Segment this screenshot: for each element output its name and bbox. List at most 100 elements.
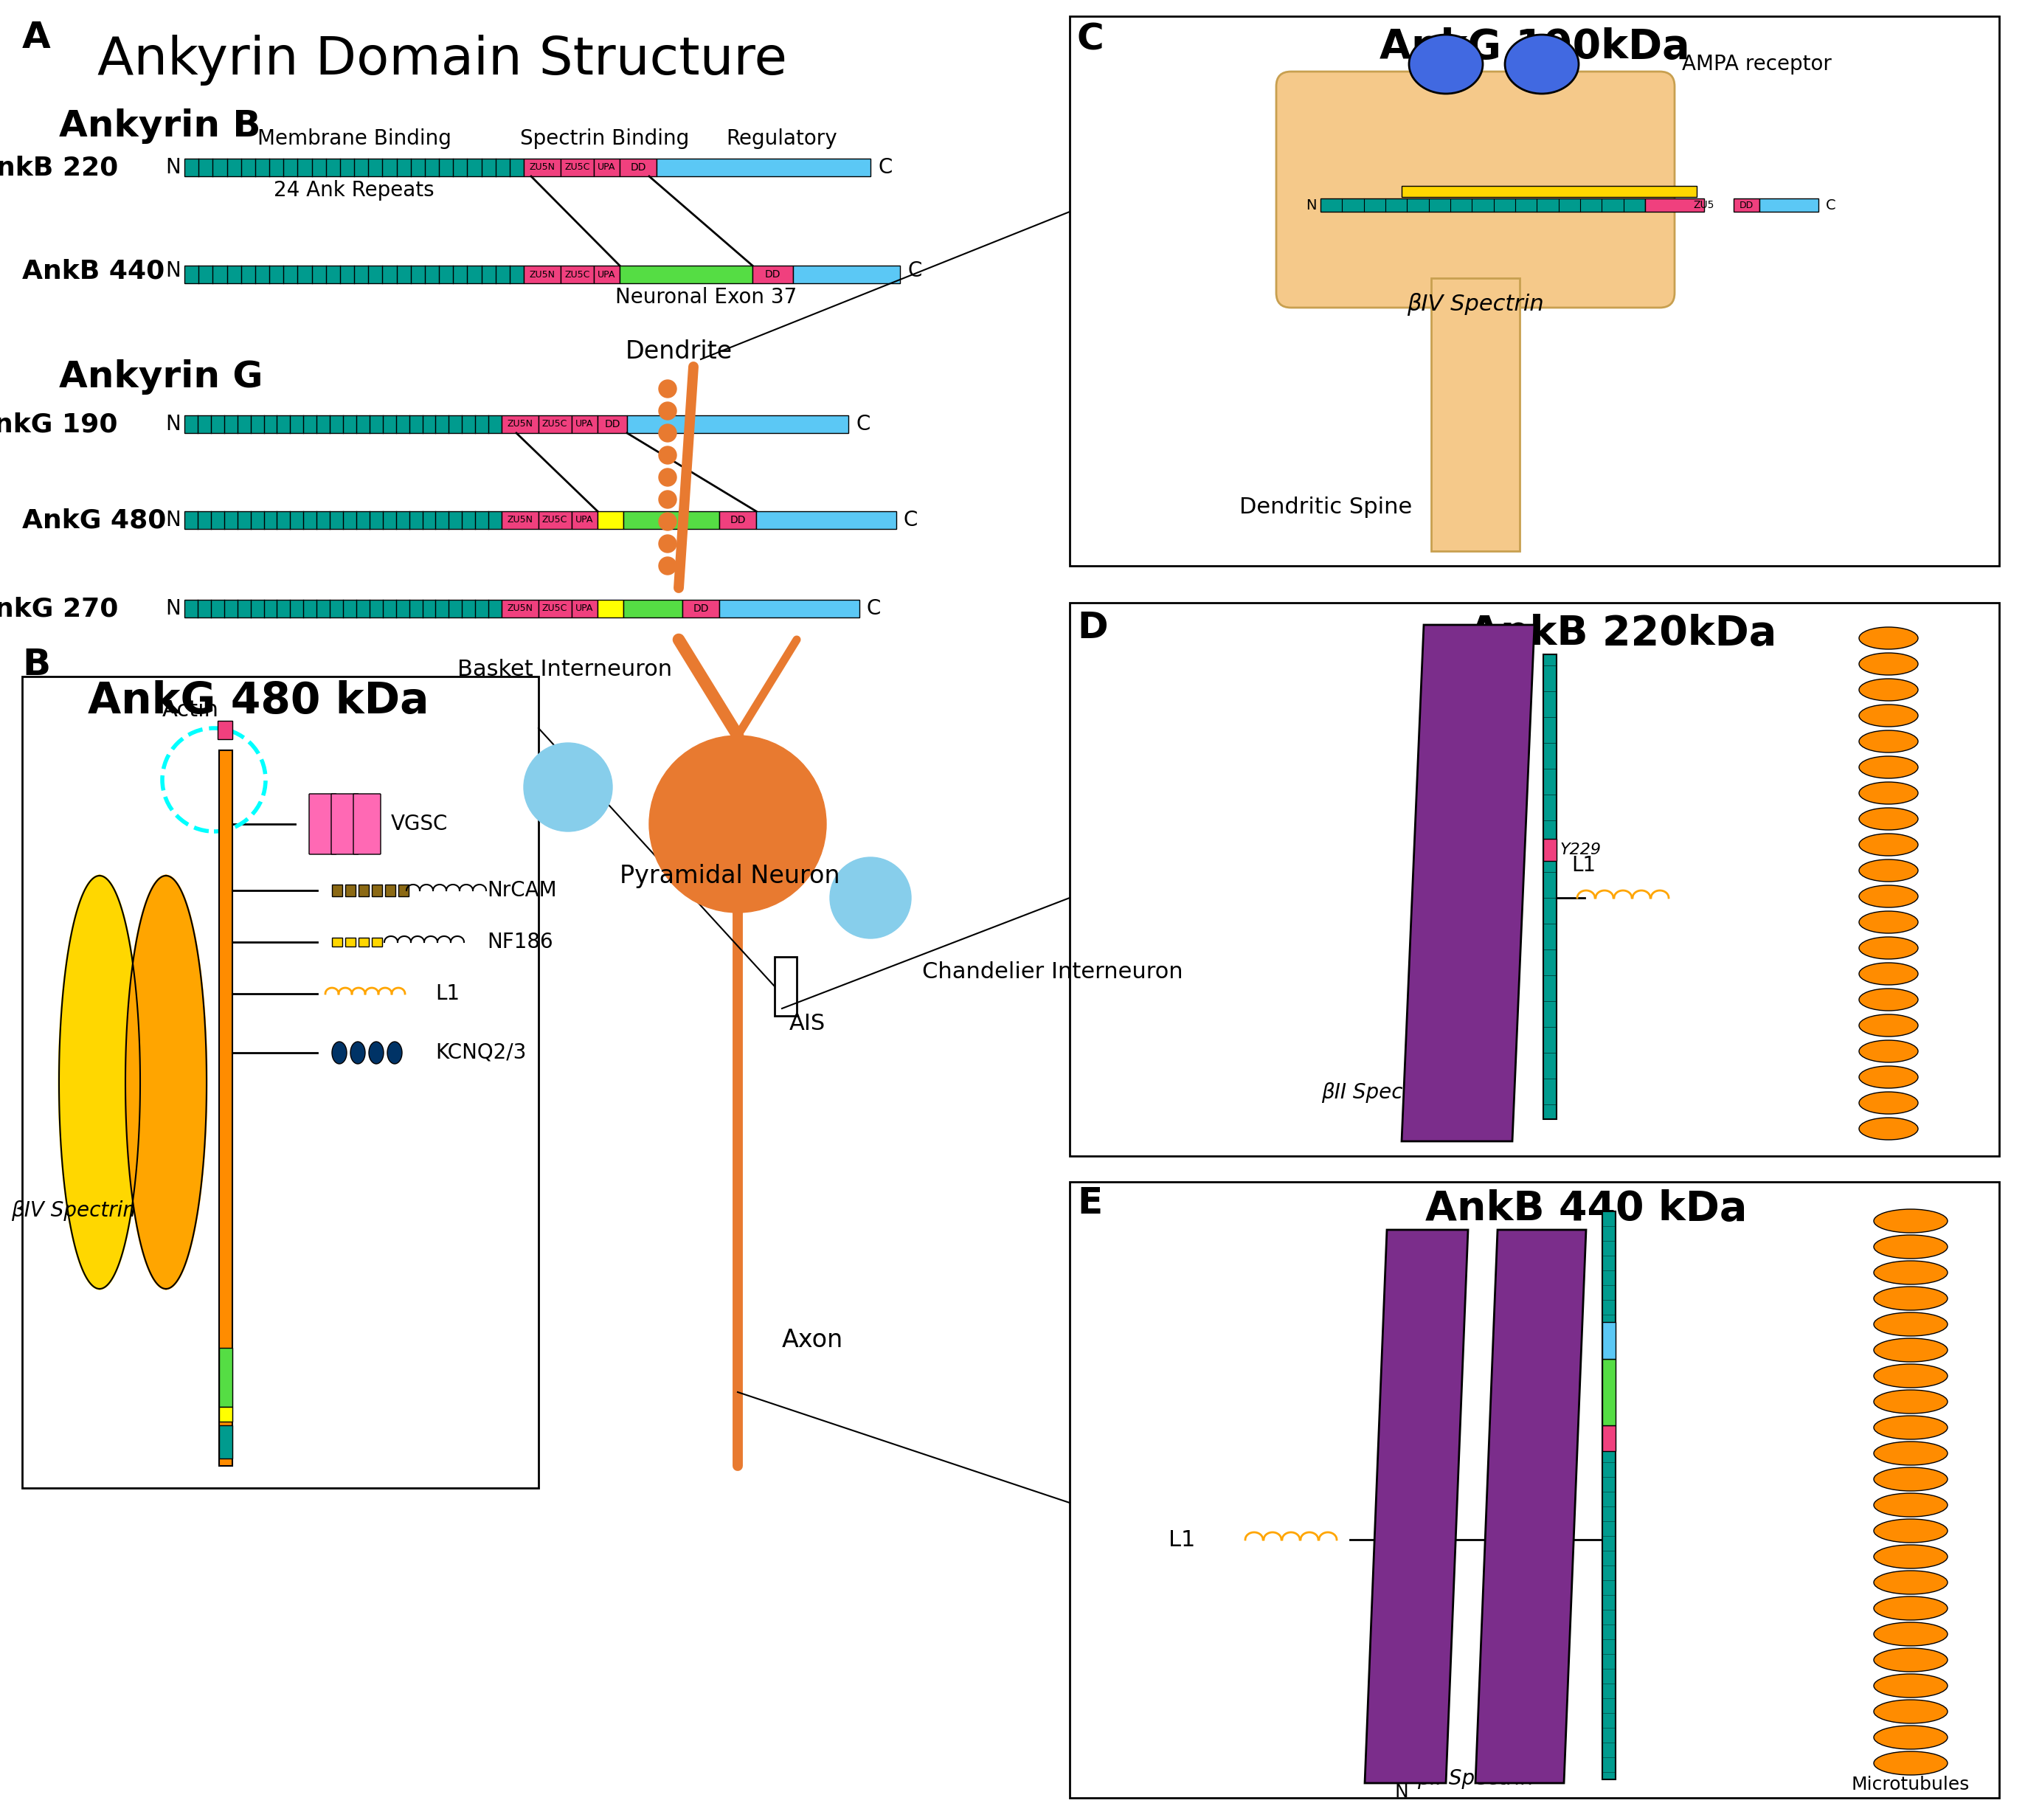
Ellipse shape xyxy=(1859,988,1918,1010)
Polygon shape xyxy=(126,875,166,1289)
Text: 24 Ank Repeats: 24 Ank Repeats xyxy=(273,180,435,200)
Ellipse shape xyxy=(1859,653,1918,675)
Text: Ankyrin B: Ankyrin B xyxy=(59,109,261,144)
Text: D: D xyxy=(1077,610,1108,646)
FancyBboxPatch shape xyxy=(184,415,502,433)
Text: Chandelier Interneuron: Chandelier Interneuron xyxy=(921,961,1183,983)
Text: C: C xyxy=(907,260,921,280)
Text: ZU5N: ZU5N xyxy=(506,515,533,524)
FancyBboxPatch shape xyxy=(620,158,656,177)
Text: AnkG 480 kDa: AnkG 480 kDa xyxy=(87,681,429,723)
FancyBboxPatch shape xyxy=(1602,1321,1616,1360)
FancyBboxPatch shape xyxy=(561,266,593,284)
Text: AnkB 440 kDa: AnkB 440 kDa xyxy=(1426,1188,1748,1228)
FancyBboxPatch shape xyxy=(502,601,539,617)
Text: Neuronal Exon 37: Neuronal Exon 37 xyxy=(616,288,798,308)
Text: ZU5C: ZU5C xyxy=(565,162,589,173)
Ellipse shape xyxy=(369,1041,383,1065)
FancyBboxPatch shape xyxy=(682,601,719,617)
Text: ZU5C: ZU5C xyxy=(543,604,567,613)
Text: ZU5N: ZU5N xyxy=(529,269,555,278)
Ellipse shape xyxy=(1873,1416,1948,1440)
Ellipse shape xyxy=(1859,912,1918,934)
Text: ZU5: ZU5 xyxy=(1693,200,1715,211)
Circle shape xyxy=(658,380,676,397)
Circle shape xyxy=(524,743,612,832)
Text: AnkB 220: AnkB 220 xyxy=(0,155,117,180)
Text: βII Spectrin: βII Spectrin xyxy=(1418,1769,1533,1789)
Ellipse shape xyxy=(1859,859,1918,881)
FancyBboxPatch shape xyxy=(184,511,502,530)
Ellipse shape xyxy=(1873,1545,1948,1569)
Ellipse shape xyxy=(1859,1092,1918,1114)
Text: ZU5C: ZU5C xyxy=(543,515,567,524)
Text: N: N xyxy=(1306,198,1316,213)
FancyBboxPatch shape xyxy=(373,937,383,946)
Text: DD: DD xyxy=(729,515,745,526)
FancyBboxPatch shape xyxy=(352,794,381,854)
Text: DD: DD xyxy=(630,162,646,173)
FancyBboxPatch shape xyxy=(794,266,899,284)
FancyBboxPatch shape xyxy=(597,511,624,530)
Circle shape xyxy=(658,557,676,575)
Text: Microtubules: Microtubules xyxy=(1851,1776,1970,1793)
FancyBboxPatch shape xyxy=(1069,1181,1999,1798)
FancyBboxPatch shape xyxy=(1069,602,1999,1156)
Polygon shape xyxy=(59,875,99,1289)
Text: VGSC: VGSC xyxy=(391,814,448,834)
FancyBboxPatch shape xyxy=(1602,1360,1616,1425)
Ellipse shape xyxy=(1873,1751,1948,1774)
FancyBboxPatch shape xyxy=(1644,198,1705,211)
FancyBboxPatch shape xyxy=(358,937,369,946)
Ellipse shape xyxy=(1859,783,1918,804)
Ellipse shape xyxy=(1873,1596,1948,1620)
Text: βIV Spectrin: βIV Spectrin xyxy=(12,1201,136,1221)
Text: C: C xyxy=(1827,198,1837,213)
FancyBboxPatch shape xyxy=(524,266,561,284)
FancyBboxPatch shape xyxy=(332,885,342,897)
Text: UPA: UPA xyxy=(575,515,593,524)
Ellipse shape xyxy=(1859,679,1918,701)
Text: ZU5N: ZU5N xyxy=(506,419,533,430)
Ellipse shape xyxy=(1859,834,1918,855)
Polygon shape xyxy=(1365,1230,1468,1784)
Polygon shape xyxy=(99,875,140,1289)
FancyBboxPatch shape xyxy=(1733,198,1760,211)
FancyBboxPatch shape xyxy=(219,1425,233,1458)
FancyBboxPatch shape xyxy=(593,158,620,177)
Ellipse shape xyxy=(1873,1208,1948,1232)
Text: DD: DD xyxy=(693,604,709,613)
FancyBboxPatch shape xyxy=(539,511,571,530)
Ellipse shape xyxy=(1873,1725,1948,1749)
Ellipse shape xyxy=(1859,808,1918,830)
FancyBboxPatch shape xyxy=(502,511,539,530)
FancyBboxPatch shape xyxy=(1602,1212,1616,1780)
Ellipse shape xyxy=(1859,1117,1918,1139)
FancyBboxPatch shape xyxy=(1320,198,1644,211)
Text: N: N xyxy=(166,599,180,619)
FancyBboxPatch shape xyxy=(628,415,848,433)
Ellipse shape xyxy=(1873,1390,1948,1414)
FancyBboxPatch shape xyxy=(184,601,502,617)
Text: UPA: UPA xyxy=(597,269,616,278)
Text: UPA: UPA xyxy=(575,604,593,613)
Ellipse shape xyxy=(1505,35,1580,93)
Ellipse shape xyxy=(1873,1674,1948,1698)
FancyBboxPatch shape xyxy=(399,885,409,897)
Ellipse shape xyxy=(1873,1261,1948,1285)
FancyBboxPatch shape xyxy=(1276,71,1675,308)
Text: E: E xyxy=(1077,1185,1102,1221)
Text: N: N xyxy=(166,157,180,178)
FancyBboxPatch shape xyxy=(358,885,369,897)
Text: DD: DD xyxy=(1739,200,1754,209)
FancyBboxPatch shape xyxy=(219,750,233,1465)
Text: ZU5C: ZU5C xyxy=(543,419,567,430)
Text: B: B xyxy=(22,646,51,682)
FancyBboxPatch shape xyxy=(184,266,524,284)
Text: Basket Interneuron: Basket Interneuron xyxy=(458,659,672,681)
Ellipse shape xyxy=(1873,1649,1948,1673)
Text: C: C xyxy=(857,413,871,435)
Circle shape xyxy=(658,424,676,442)
Text: AnkG 190: AnkG 190 xyxy=(0,411,117,437)
Text: AMPA receptor: AMPA receptor xyxy=(1683,55,1833,75)
